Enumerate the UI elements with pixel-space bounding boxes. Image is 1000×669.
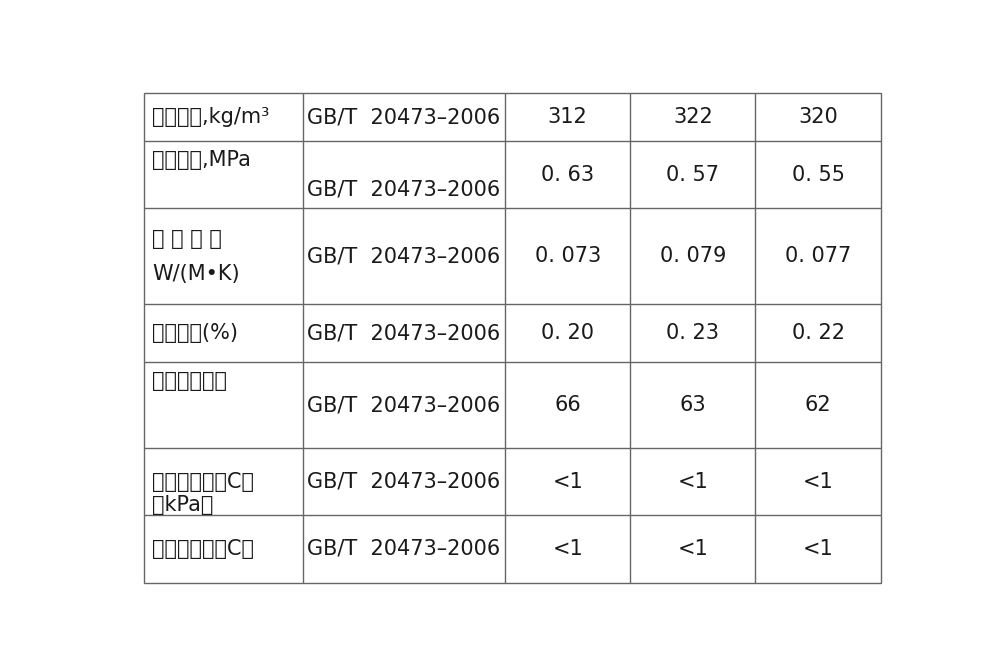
Text: <1: <1 (552, 472, 583, 492)
Text: 0. 23: 0. 23 (666, 323, 719, 343)
Text: GB/T  20473–2006: GB/T 20473–2006 (307, 472, 501, 492)
Text: 0. 079: 0. 079 (660, 246, 726, 266)
Text: GB/T  20473–2006: GB/T 20473–2006 (307, 539, 501, 559)
Text: <1: <1 (678, 472, 708, 492)
Text: 322: 322 (673, 107, 713, 127)
Text: 0. 55: 0. 55 (792, 165, 845, 185)
Text: （kPa）: （kPa） (152, 495, 214, 514)
Text: GB/T  20473–2006: GB/T 20473–2006 (307, 323, 501, 343)
Text: 66: 66 (554, 395, 581, 415)
Text: 外照比活度（C）: 外照比活度（C） (152, 539, 254, 559)
Text: 线收缩率(%): 线收缩率(%) (152, 323, 238, 343)
Text: 0. 077: 0. 077 (785, 246, 851, 266)
Text: GB/T  20473–2006: GB/T 20473–2006 (307, 107, 501, 127)
Text: 0. 63: 0. 63 (541, 165, 594, 185)
Text: 312: 312 (548, 107, 588, 127)
Text: GB/T  20473–2006: GB/T 20473–2006 (307, 395, 501, 415)
Text: <1: <1 (552, 539, 583, 559)
Text: <1: <1 (803, 539, 833, 559)
Text: 320: 320 (798, 107, 838, 127)
Text: 0. 57: 0. 57 (666, 165, 719, 185)
Text: 0. 20: 0. 20 (541, 323, 594, 343)
Text: 堆积密度,kg/m³: 堆积密度,kg/m³ (152, 107, 270, 127)
Text: <1: <1 (678, 539, 708, 559)
Text: 0. 22: 0. 22 (792, 323, 845, 343)
Text: 导 热 系 数: 导 热 系 数 (152, 229, 222, 249)
Text: 63: 63 (680, 395, 706, 415)
Text: 0. 073: 0. 073 (535, 246, 601, 266)
Text: 内照比活度（C）: 内照比活度（C） (152, 472, 254, 492)
Text: <1: <1 (803, 472, 833, 492)
Text: W/(M•K): W/(M•K) (152, 264, 240, 284)
Text: GB/T  20473–2006: GB/T 20473–2006 (307, 179, 501, 199)
Text: 抗压强度,MPa: 抗压强度,MPa (152, 151, 251, 171)
Text: 62: 62 (805, 395, 831, 415)
Text: 压剪粘结强度: 压剪粘结强度 (152, 371, 227, 391)
Text: GB/T  20473–2006: GB/T 20473–2006 (307, 246, 501, 266)
